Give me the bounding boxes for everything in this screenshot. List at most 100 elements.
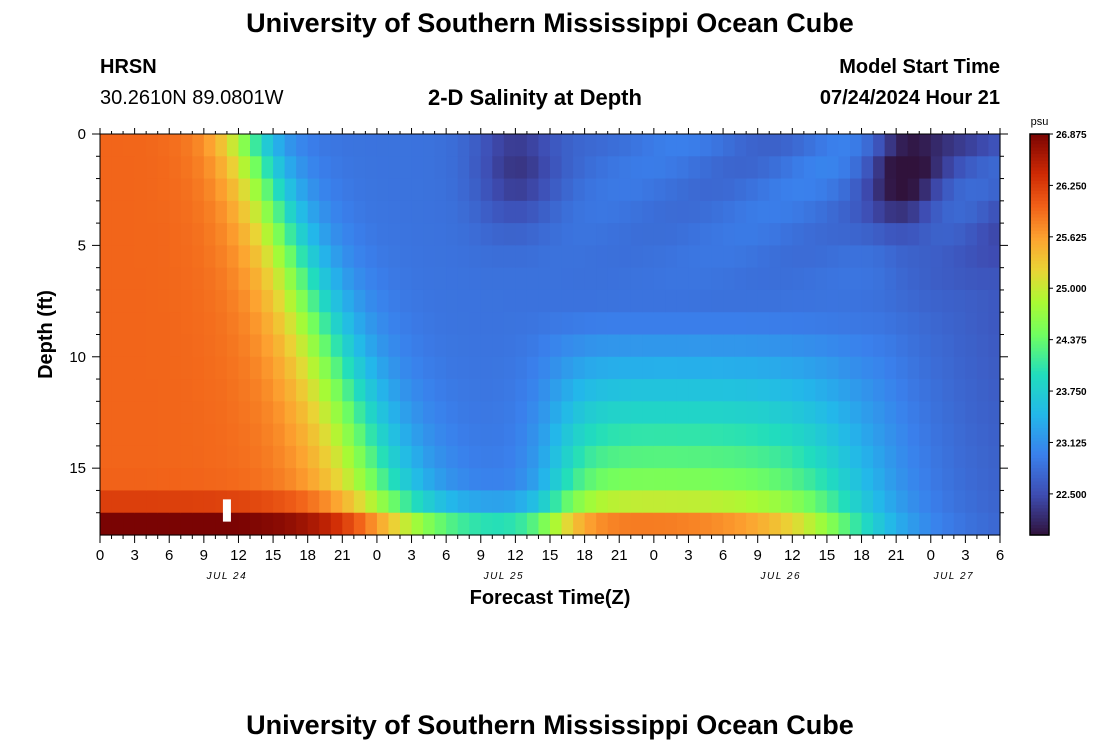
- heatmap-cell: [376, 334, 390, 358]
- heatmap-cell: [400, 289, 413, 313]
- heatmap-cell: [180, 379, 193, 402]
- heatmap-cell: [746, 445, 759, 469]
- heatmap-cell: [261, 512, 274, 536]
- heatmap-cell: [584, 356, 597, 380]
- heatmap-cell: [134, 178, 147, 202]
- heatmap-cell: [965, 178, 978, 202]
- heatmap-cell: [619, 379, 632, 402]
- heatmap-cell: [907, 245, 920, 269]
- heatmap-cell: [215, 156, 228, 180]
- heatmap-cell: [700, 490, 713, 514]
- heatmap-cell: [284, 178, 297, 202]
- heatmap-cell: [573, 512, 586, 536]
- heatmap-cell: [550, 289, 563, 313]
- heatmap-cell: [146, 379, 159, 402]
- heatmap-cell: [619, 289, 632, 313]
- heatmap-cell: [503, 178, 516, 202]
- heatmap-cell: [353, 289, 366, 313]
- heatmap-cell: [446, 289, 459, 313]
- heatmap-cell: [457, 356, 470, 380]
- heatmap-cell: [388, 468, 401, 492]
- heatmap-cell: [526, 312, 540, 336]
- heatmap-cell: [584, 334, 597, 358]
- heatmap-cell: [365, 379, 378, 402]
- heatmap-cell: [734, 267, 747, 291]
- colorbar-segment: [1030, 317, 1049, 322]
- heatmap-cell: [607, 379, 620, 402]
- heatmap-cell: [561, 245, 574, 269]
- heatmap-cell: [919, 245, 932, 269]
- heatmap-cell: [515, 334, 528, 358]
- heatmap-cell: [873, 267, 886, 291]
- heatmap-cell: [688, 512, 701, 536]
- heatmap-cell: [492, 445, 505, 469]
- heatmap-cell: [573, 334, 586, 358]
- heatmap-cell: [100, 356, 113, 380]
- heatmap-cell: [850, 156, 863, 180]
- heatmap-cell: [930, 200, 943, 224]
- heatmap-cell: [653, 156, 666, 180]
- heatmap-cell: [411, 445, 424, 469]
- heatmap-cell: [157, 223, 170, 246]
- colorbar-segment: [1030, 170, 1049, 175]
- heatmap-cell: [423, 156, 436, 180]
- x-tick-label: 21: [611, 547, 628, 564]
- heatmap-cell: [584, 379, 597, 402]
- heatmap-cell: [573, 356, 586, 380]
- heatmap-cell: [480, 289, 493, 313]
- heatmap-cell: [976, 267, 990, 291]
- heatmap-cell: [757, 379, 770, 402]
- heatmap-cell: [203, 267, 216, 291]
- heatmap-cell: [780, 312, 793, 336]
- heatmap-cell: [192, 512, 205, 536]
- heatmap-cell: [492, 379, 505, 402]
- heatmap-cell: [411, 156, 424, 180]
- heatmap-cell: [907, 156, 920, 180]
- heatmap-cell: [319, 379, 332, 402]
- heatmap-cell: [250, 379, 263, 402]
- heatmap-cell: [400, 178, 413, 202]
- heatmap-cell: [319, 156, 332, 180]
- heatmap-cell: [411, 356, 424, 380]
- heatmap-cell: [815, 356, 828, 380]
- heatmap-cell: [769, 267, 782, 291]
- colorbar-tick-label: 26.250: [1056, 181, 1087, 192]
- heatmap-cell: [930, 267, 943, 291]
- heatmap-cell: [723, 245, 736, 269]
- colorbar-segment: [1030, 291, 1049, 295]
- colorbar-segment: [1030, 207, 1049, 212]
- heatmap-cell: [907, 200, 920, 224]
- colorbar-segment: [1030, 508, 1049, 513]
- heatmap-cell: [250, 200, 263, 224]
- heatmap-cell: [296, 312, 309, 336]
- heatmap-cell: [688, 245, 701, 269]
- heatmap-cell: [330, 401, 343, 425]
- heatmap-cell: [561, 445, 574, 469]
- heatmap-cell: [296, 468, 309, 492]
- heatmap-cell: [700, 289, 713, 313]
- heatmap-cell: [676, 423, 690, 447]
- heatmap-cell: [907, 379, 920, 402]
- heatmap-cell: [226, 356, 240, 380]
- heatmap-cell: [353, 490, 366, 514]
- heatmap-cell: [250, 223, 263, 246]
- colorbar-segment: [1030, 147, 1049, 152]
- heatmap-cell: [388, 156, 401, 180]
- heatmap-cell: [619, 356, 632, 380]
- heatmap-cell: [238, 267, 251, 291]
- heatmap-cell: [873, 312, 886, 336]
- colorbar-segment: [1030, 521, 1049, 526]
- heatmap-cell: [238, 200, 251, 224]
- heatmap-cell: [423, 289, 436, 313]
- heatmap-cell: [515, 134, 528, 157]
- heatmap-cell: [757, 445, 770, 469]
- heatmap-cell: [515, 445, 528, 469]
- heatmap-cell: [711, 379, 724, 402]
- colorbar-segment: [1030, 511, 1049, 516]
- heatmap-cell: [988, 468, 1001, 492]
- heatmap-cell: [769, 245, 782, 269]
- heatmap-cell: [653, 134, 666, 157]
- heatmap-cell: [111, 334, 124, 358]
- heatmap-cell: [192, 356, 205, 380]
- heatmap-cell: [307, 334, 320, 358]
